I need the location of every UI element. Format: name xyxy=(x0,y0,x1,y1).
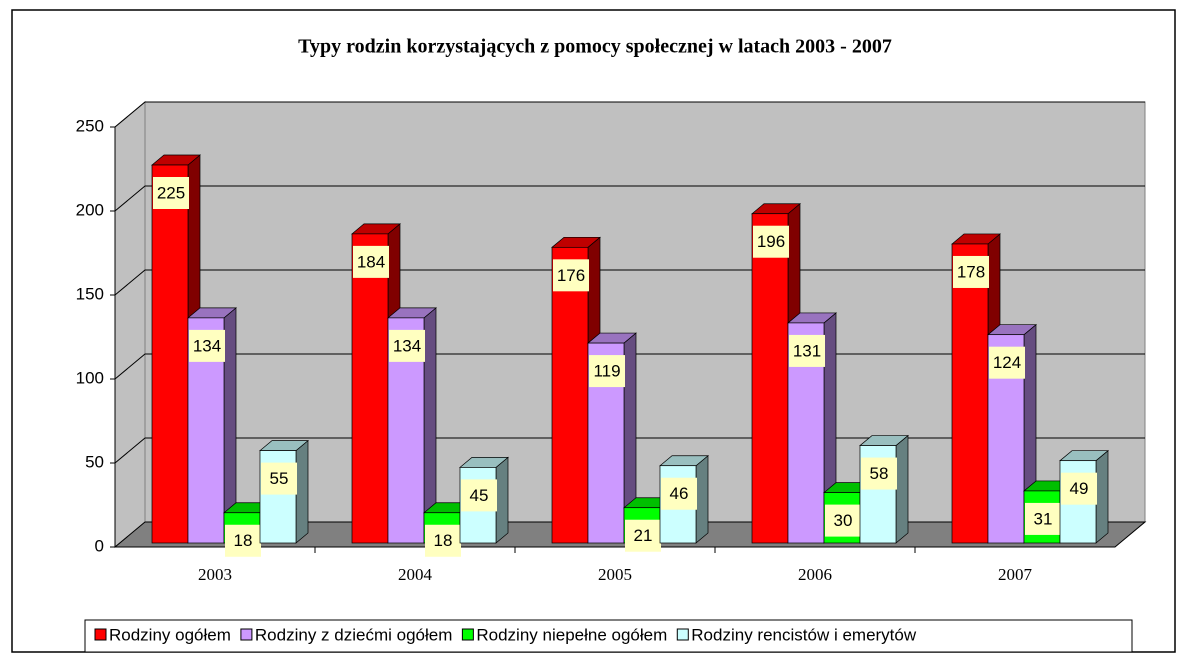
data-label: 196 xyxy=(757,232,785,251)
data-label: 55 xyxy=(270,469,289,488)
y-tick-label: 50 xyxy=(85,452,104,471)
data-label-box xyxy=(153,177,189,209)
legend-label: Rodziny ogółem xyxy=(109,625,231,644)
y-tick-label: 150 xyxy=(76,284,104,303)
data-label: 49 xyxy=(1070,479,1089,498)
data-label: 131 xyxy=(793,341,821,360)
data-label: 30 xyxy=(834,511,853,530)
legend-label: Rodziny z dziećmi ogółem xyxy=(255,625,452,644)
data-label-box xyxy=(589,355,625,388)
data-label: 134 xyxy=(193,336,221,355)
legend-swatch xyxy=(94,628,107,641)
y-tick-label: 100 xyxy=(76,368,104,387)
y-tick-label: 0 xyxy=(95,536,104,555)
bar-side xyxy=(295,439,309,544)
chart-title: Typy rodzin korzystających z pomocy społ… xyxy=(298,36,892,58)
data-label: 176 xyxy=(557,266,585,285)
legend-label: Rodziny niepełne ogółem xyxy=(476,625,667,644)
data-label: 119 xyxy=(593,362,620,381)
data-label: 58 xyxy=(870,464,889,483)
bar-front xyxy=(751,213,789,544)
data-label: 18 xyxy=(234,531,253,550)
data-label: 134 xyxy=(393,336,421,355)
bar xyxy=(551,236,601,544)
y-tick-label: 200 xyxy=(76,200,104,219)
data-label-box xyxy=(425,524,461,557)
data-label: 184 xyxy=(357,252,385,271)
data-label-box xyxy=(553,259,589,292)
data-label-box xyxy=(989,346,1025,379)
data-label-box xyxy=(1025,502,1061,535)
y-tick-label: 250 xyxy=(76,116,104,135)
data-label-box xyxy=(753,225,789,258)
data-label: 225 xyxy=(157,183,185,202)
legend-box xyxy=(84,619,1133,653)
bar-front xyxy=(351,233,389,544)
data-label-box xyxy=(461,479,497,512)
data-label: 178 xyxy=(957,262,985,281)
data-label-box xyxy=(625,519,661,552)
data-label: 124 xyxy=(993,353,1021,372)
bar-front xyxy=(151,164,189,544)
legend-label: Rodziny rencistów i emerytów xyxy=(691,625,917,644)
grid-line xyxy=(114,269,1145,296)
data-label-box xyxy=(661,477,697,510)
legend-swatch xyxy=(676,628,689,641)
data-label-box xyxy=(789,334,825,367)
x-tick-label: 2004 xyxy=(398,565,433,584)
data-label-box xyxy=(389,329,425,362)
data-label: 46 xyxy=(670,484,689,503)
bar-front xyxy=(551,246,589,544)
bar-side xyxy=(895,434,909,544)
legend-swatch xyxy=(461,628,474,641)
data-label: 45 xyxy=(470,486,489,505)
grid-line xyxy=(114,185,1145,212)
bar-side xyxy=(1095,449,1109,544)
x-tick-label: 2003 xyxy=(198,565,232,584)
side-wall xyxy=(114,100,146,549)
data-label-box xyxy=(953,255,989,288)
bar-side xyxy=(495,456,509,544)
data-label-box xyxy=(353,245,389,278)
x-tick-label: 2007 xyxy=(998,565,1033,584)
data-label: 31 xyxy=(1034,509,1053,528)
data-label-box xyxy=(825,504,861,537)
bar-side xyxy=(695,454,709,544)
legend-swatch xyxy=(240,628,253,641)
data-label-box xyxy=(1061,472,1097,505)
legend: Rodziny ogółem Rodziny z dziećmi ogółem Ro… xyxy=(84,619,1133,653)
bar-front xyxy=(951,243,989,544)
data-label: 21 xyxy=(634,526,653,545)
x-tick-label: 2006 xyxy=(798,565,832,584)
data-label: 18 xyxy=(434,531,453,550)
grid-line xyxy=(114,101,1145,128)
data-label-box xyxy=(189,329,225,362)
data-label-box xyxy=(861,457,897,490)
data-label-box xyxy=(225,524,261,557)
data-label-box xyxy=(261,462,297,495)
x-tick-label: 2005 xyxy=(598,565,632,584)
